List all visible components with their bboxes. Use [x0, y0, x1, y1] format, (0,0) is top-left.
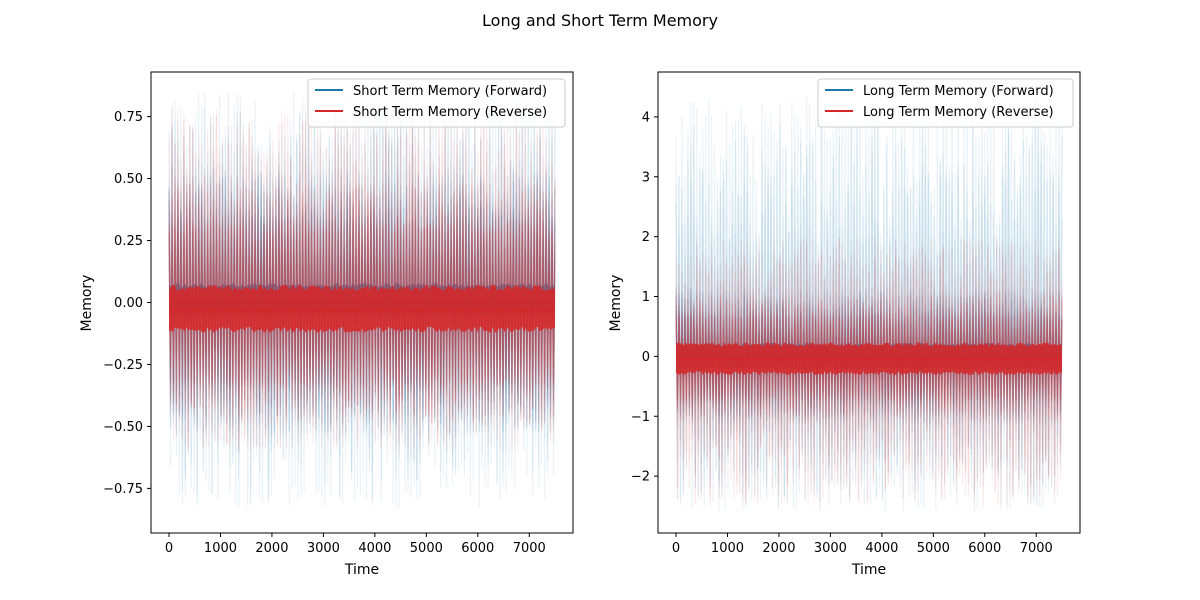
- y-tick-label: 4: [642, 110, 650, 125]
- x-tick-label: 3000: [307, 541, 340, 556]
- y-tick-label: 2: [642, 230, 650, 245]
- right-legend-box: [817, 78, 1074, 128]
- trace-line: [675, 236, 1063, 506]
- left-x-ticks: 0 1000 2000 3000 4000 5000 6000 7000: [165, 533, 546, 556]
- trace-line: [675, 287, 1063, 426]
- right-plot-area: [675, 93, 1063, 512]
- x-tick-label: 2000: [255, 541, 288, 556]
- x-tick-label: 1000: [711, 541, 744, 556]
- x-tick-label: 7000: [513, 541, 546, 556]
- left-y-ticks: −0.75 −0.50 −0.25 0.00 0.25 0.50 0.75: [103, 110, 151, 497]
- left-chart: 0 1000 2000 3000 4000 5000 6000 7000 −0.75 −0.50…: [79, 71, 574, 578]
- left-x-axis-label: Time: [344, 562, 379, 578]
- y-tick-label: −2: [631, 470, 650, 485]
- x-tick-label: 3000: [814, 541, 847, 556]
- x-tick-label: 5000: [410, 541, 443, 556]
- figure-title: Long and Short Term Memory: [482, 11, 718, 30]
- x-tick-label: 5000: [917, 541, 950, 556]
- x-tick-label: 0: [672, 541, 680, 556]
- y-tick-label: 0: [642, 350, 650, 365]
- x-tick-label: 4000: [865, 541, 898, 556]
- y-tick-label: 0.50: [114, 172, 143, 187]
- right-legend: Long Term Memory (Forward) Long Term Mem…: [817, 78, 1074, 128]
- right-legend-reverse-label: Long Term Memory (Reverse): [863, 105, 1054, 120]
- core-band: [169, 284, 555, 333]
- x-tick-label: 1000: [204, 541, 237, 556]
- x-tick-label: 7000: [1020, 541, 1053, 556]
- right-axes-frame: [657, 71, 1081, 534]
- left-plot-area: [168, 91, 556, 509]
- x-tick-label: 0: [165, 541, 173, 556]
- x-tick-label: 6000: [968, 541, 1001, 556]
- y-tick-label: 0.75: [114, 110, 143, 125]
- trace-line: [675, 94, 1063, 512]
- y-tick-label: −0.50: [103, 420, 143, 435]
- y-tick-label: 3: [642, 170, 650, 185]
- trace-line: [168, 171, 556, 432]
- right-legend-forward-label: Long Term Memory (Forward): [863, 84, 1054, 99]
- y-tick-label: 1: [642, 290, 650, 305]
- left-legend-forward-label: Short Term Memory (Forward): [353, 84, 547, 99]
- left-legend: Short Term Memory (Forward) Short Term M…: [307, 78, 566, 128]
- y-tick-label: 0.25: [114, 234, 143, 249]
- right-y-axis-label: Memory: [608, 275, 624, 332]
- y-tick-label: −0.75: [103, 482, 143, 497]
- left-legend-box: [307, 78, 566, 128]
- left-legend-reverse-label: Short Term Memory (Reverse): [353, 105, 547, 120]
- right-chart: 0 1000 2000 3000 4000 5000 6000 7000 −2−101234 …: [608, 71, 1081, 578]
- right-x-ticks: 0 1000 2000 3000 4000 5000 6000 7000: [672, 533, 1053, 556]
- left-y-axis-label: Memory: [79, 275, 95, 332]
- y-tick-label: −0.25: [103, 358, 143, 373]
- right-x-axis-label: Time: [851, 562, 886, 578]
- x-tick-label: 2000: [762, 541, 795, 556]
- trace-line: [168, 183, 556, 425]
- x-tick-label: 6000: [461, 541, 494, 556]
- trace-line: [675, 287, 1063, 426]
- trace-line: [168, 184, 556, 424]
- trace-line: [168, 91, 556, 508]
- right-y-ticks: −2 −1 0 1 2 3 4: [631, 110, 658, 485]
- trace-line: [168, 183, 556, 423]
- y-tick-label: 0.00: [114, 296, 143, 311]
- x-tick-label: 4000: [358, 541, 391, 556]
- y-tick-label: −1: [631, 410, 650, 425]
